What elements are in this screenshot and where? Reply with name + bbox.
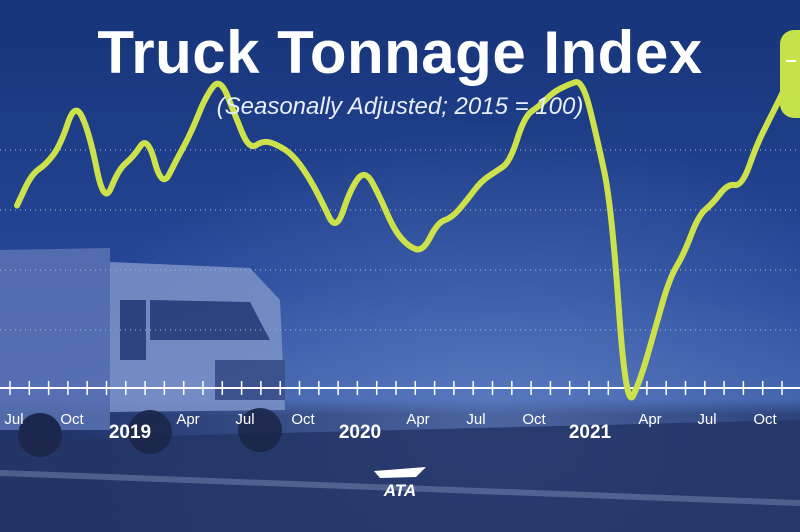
year-label: 2019 — [109, 422, 151, 443]
x-tick-label: Apr — [406, 411, 429, 428]
ata-logo-text: ATA — [383, 481, 417, 500]
year-label: 2021 — [569, 422, 612, 443]
x-tick-label: Oct — [291, 411, 315, 428]
x-axis — [0, 381, 800, 395]
legend-badge — [780, 30, 800, 118]
gridlines — [0, 149, 800, 331]
series-line — [14, 52, 800, 401]
x-tick-labels: Jul Oct Apr Jul Oct Apr Jul Oct Apr Jul Oct — [4, 411, 777, 428]
chart-subtitle: (Seasonally Adjusted; 2015 = 100) — [216, 93, 584, 120]
year-label: 2020 — [339, 422, 381, 443]
x-tick-label: Oct — [60, 411, 84, 428]
x-tick-label: Jul — [466, 411, 485, 428]
x-tick-label: Jul — [697, 411, 716, 428]
x-tick-label: Oct — [522, 411, 546, 428]
legend-badge-marker — [786, 60, 796, 62]
x-tick-label: Jul — [4, 411, 23, 428]
chart-title: Truck Tonnage Index — [97, 19, 703, 86]
x-tick-label: Jul — [235, 411, 254, 428]
x-tick-label: Apr — [638, 411, 661, 428]
ata-logo-icon — [374, 467, 426, 478]
x-tick-label: Apr — [176, 411, 199, 428]
year-labels: 2019 2020 2021 — [109, 422, 612, 443]
x-tick-label: Oct — [753, 411, 777, 428]
